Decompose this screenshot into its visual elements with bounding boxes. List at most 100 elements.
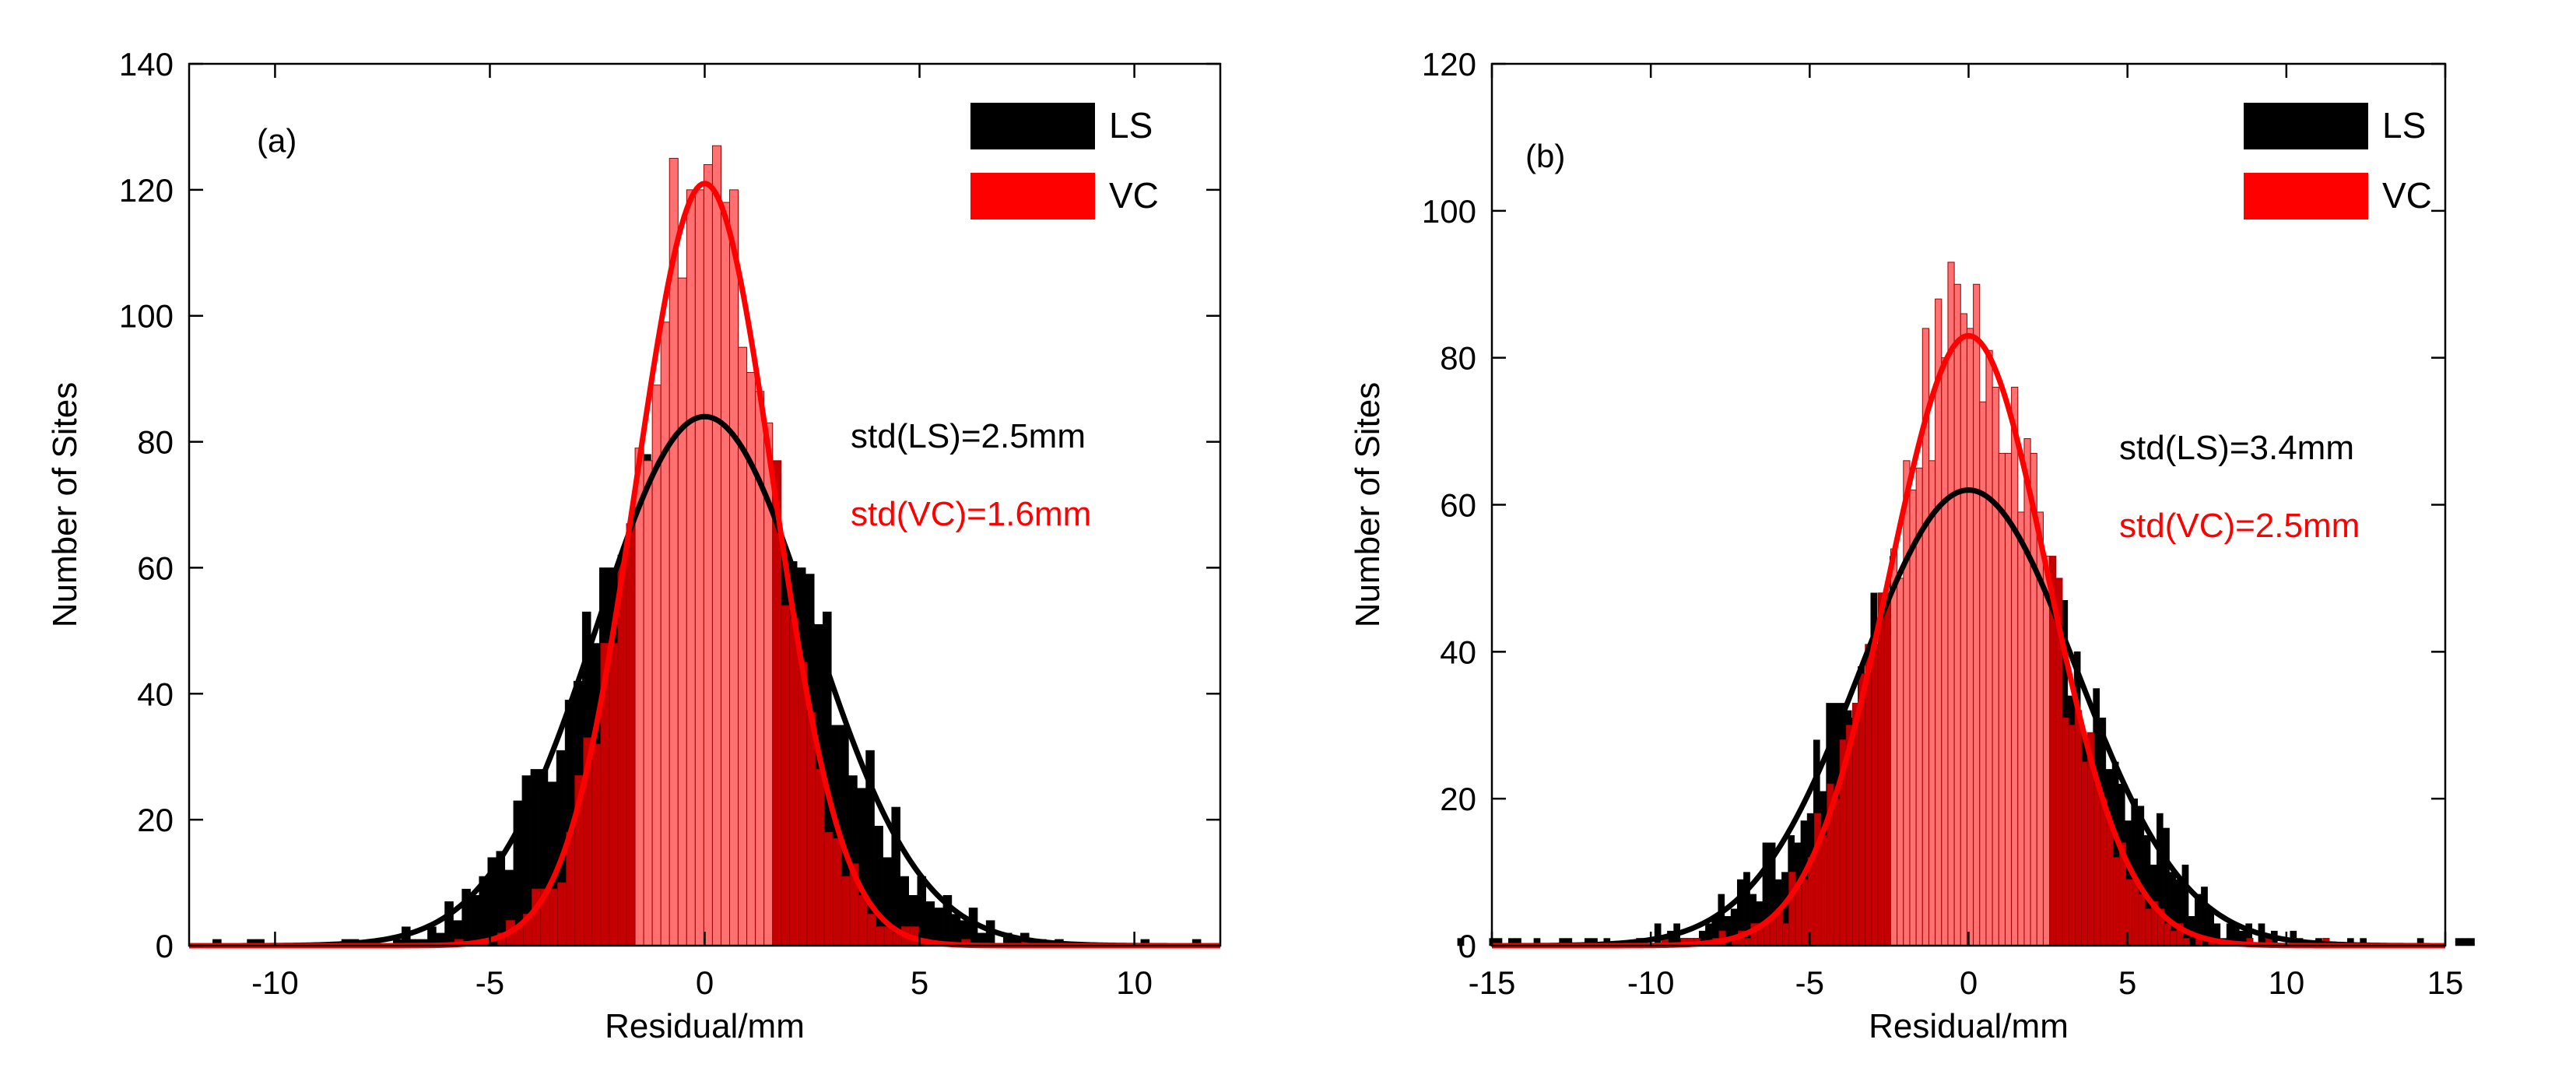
histogram-bar <box>1820 834 1828 946</box>
histogram-bar <box>2112 857 2120 946</box>
histogram-bar <box>617 554 627 946</box>
histogram-bar <box>694 189 704 946</box>
y-tick-label: 140 <box>119 46 174 83</box>
y-tick-label: 40 <box>137 676 174 712</box>
histogram-bar <box>720 202 731 946</box>
histogram-bar <box>823 831 834 946</box>
x-tick-label: 10 <box>1116 964 1153 1001</box>
fit-curve-ls <box>189 413 1220 949</box>
panel-a-histogram: -10 -5 0 5 10020406080100120140Residual/mmNu… <box>46 46 1222 1045</box>
histogram-bar <box>2138 894 2146 946</box>
histogram-bar <box>1744 938 1752 946</box>
histogram-bar <box>1871 644 1879 946</box>
histogram-bar <box>841 876 851 946</box>
std-annotation: std(LS)=2.5mm <box>851 417 1086 455</box>
legend-swatch-ls <box>2244 103 2368 149</box>
histogram-bar <box>1966 328 1974 946</box>
histogram-bar <box>2080 761 2089 946</box>
histogram-bar <box>634 448 644 946</box>
panel-b-histogram: -15 -10 -5 0 5 10 15 0 20 40 60 80 100 120 Residual/mm… <box>1349 46 2475 1045</box>
histogram-bar <box>703 163 713 946</box>
histogram-bar <box>677 277 687 946</box>
histogram-bar <box>1953 283 1961 946</box>
histogram-bar <box>1992 386 1999 946</box>
histogram-bar <box>1935 298 1943 946</box>
histogram-bar <box>858 894 868 946</box>
x-tick-label: -5 <box>476 964 504 1001</box>
x-axis-label: Residual/mm <box>1869 1007 2069 1045</box>
histogram-bar <box>815 768 825 946</box>
legend-swatch-vc <box>2244 173 2368 219</box>
legend-label-ls: LS <box>2382 105 2426 146</box>
series-vc-bars <box>454 145 1031 946</box>
y-tick-label: 120 <box>1422 46 1476 83</box>
histogram-bar <box>789 617 799 946</box>
legend-swatch-ls <box>970 103 1095 149</box>
x-axis-label: Residual/mm <box>605 1007 805 1045</box>
histogram-bar <box>2132 879 2139 946</box>
histogram-bar <box>951 914 961 946</box>
histogram-bar <box>470 895 479 946</box>
std-annotation: std(LS)=3.4mm <box>2119 429 2354 467</box>
y-tick-label: 80 <box>137 424 174 461</box>
histogram-bar <box>1654 923 1662 946</box>
histogram-bar <box>1782 923 1790 946</box>
histogram-bar <box>2164 923 2171 946</box>
histogram-bar <box>1909 490 1917 946</box>
histogram-bar <box>444 901 454 946</box>
histogram-bar <box>686 189 696 946</box>
histogram-bar <box>2042 556 2051 946</box>
legend-swatch-vc <box>970 173 1095 219</box>
histogram-bar <box>1928 460 1936 946</box>
panel-label: (a) <box>257 122 297 159</box>
y-tick-label: 20 <box>1440 781 1476 817</box>
histogram-bar <box>1985 349 1993 946</box>
histogram-bar <box>1903 460 1911 946</box>
histogram-bar <box>2106 820 2114 946</box>
x-tick-label: 5 <box>2118 964 2136 1001</box>
histogram-bar <box>2023 438 2031 946</box>
x-tick-label: 0 <box>1960 964 1978 1001</box>
y-tick-label: 100 <box>1422 193 1476 230</box>
histogram-bar <box>1801 879 1809 946</box>
panel-label: (b) <box>1525 138 1565 174</box>
y-tick-label: 0 <box>156 928 174 964</box>
histogram-bar <box>2461 938 2469 946</box>
histogram-bar <box>832 837 842 946</box>
histogram-bar <box>2144 908 2152 946</box>
series-vc-bars <box>1636 262 2330 946</box>
histogram-bar <box>1788 872 1796 946</box>
legend-label-vc: VC <box>1109 175 1159 216</box>
y-axis-label: Number of Sites <box>1349 382 1387 627</box>
histogram-bar <box>643 460 653 946</box>
y-tick-label: 120 <box>119 172 174 209</box>
histogram-bar <box>2182 938 2190 946</box>
y-tick-label: 60 <box>137 550 174 586</box>
histogram-bar <box>1979 401 1987 946</box>
histogram-bar <box>2100 798 2107 946</box>
histogram-bar <box>1947 262 1955 946</box>
histogram-bar <box>729 189 739 946</box>
y-tick-label: 80 <box>1440 340 1476 377</box>
histogram-bar <box>1960 313 1967 946</box>
histogram-bar <box>934 908 944 946</box>
histogram-bar <box>1795 886 1802 946</box>
histogram-bar <box>1890 548 1898 946</box>
histogram-bar <box>2011 386 2019 946</box>
y-tick-label: 0 <box>1458 928 1476 964</box>
histogram-bar <box>609 643 619 946</box>
x-tick-label: -10 <box>251 964 299 1001</box>
histogram-bar <box>2170 930 2178 946</box>
histogram-bar <box>2455 938 2462 946</box>
histogram-bar <box>1973 283 1981 946</box>
x-tick-label: -15 <box>1469 964 1516 1001</box>
histogram-bar <box>660 321 670 946</box>
y-tick-label: 40 <box>1440 634 1476 670</box>
histogram-bar <box>866 914 876 946</box>
histogram-bar <box>2017 511 2025 946</box>
histogram-bar <box>2093 783 2101 946</box>
y-axis-label: Number of Sites <box>46 382 84 627</box>
histogram-bar <box>2468 938 2475 946</box>
histogram-bar <box>1877 592 1885 946</box>
